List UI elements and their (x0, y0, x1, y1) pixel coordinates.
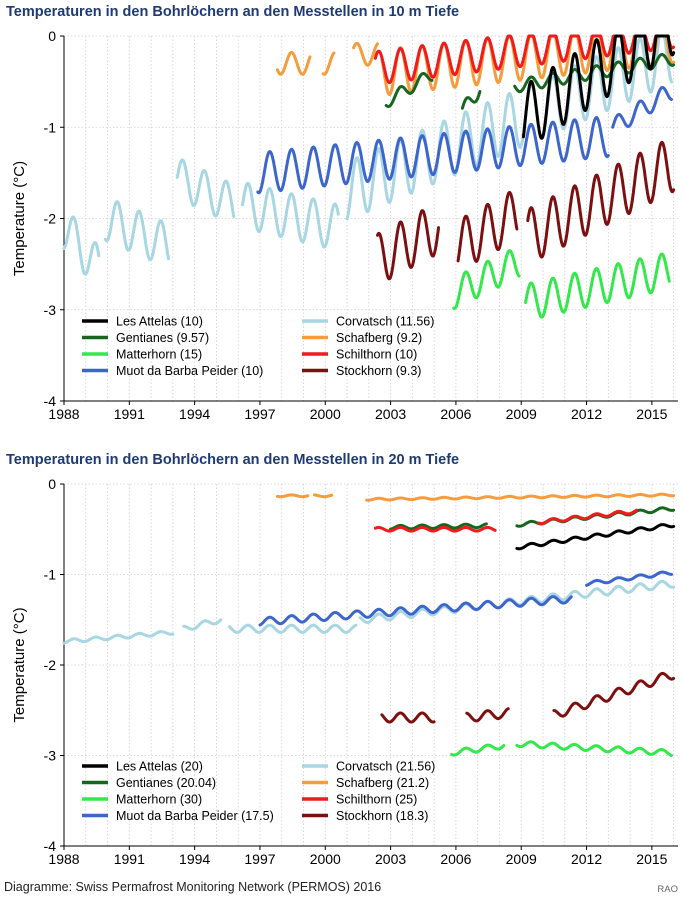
legend-label: Matterhorn (15) (116, 348, 202, 362)
series-line (312, 493, 334, 499)
series-line (373, 34, 676, 85)
series-line (552, 671, 676, 718)
series-line (275, 50, 312, 76)
x-tick-label: 1988 (48, 406, 79, 422)
series-line (585, 570, 673, 587)
series-line (365, 492, 676, 502)
x-tick-label: 1994 (179, 406, 210, 422)
y-axis-label: Temperature (°C) (11, 607, 28, 722)
series-line (611, 86, 673, 129)
x-tick-label: 2006 (440, 851, 471, 867)
series-line (460, 90, 482, 110)
series-line (526, 140, 676, 259)
series-line (62, 215, 101, 276)
series-line (373, 525, 497, 533)
legend-label: Gentianes (9.57) (116, 331, 209, 345)
y-tick-label: -3 (44, 302, 57, 318)
series-line (456, 191, 519, 263)
series-line (521, 34, 676, 140)
legend-label: Gentianes (20.04) (116, 776, 216, 790)
series-line (175, 158, 236, 219)
series-line (452, 249, 521, 310)
x-tick-label: 2000 (310, 406, 341, 422)
series-line (321, 51, 336, 76)
series-line (241, 181, 340, 249)
legend-label: Matterhorn (30) (116, 793, 202, 807)
series-line (275, 493, 310, 499)
legend-label: Les Attelas (10) (116, 315, 203, 329)
x-tick-label: 1994 (179, 851, 210, 867)
series-line (537, 508, 639, 525)
series-line (103, 200, 170, 262)
series-line (62, 630, 175, 645)
x-tick-label: 2009 (506, 406, 537, 422)
series-line (465, 707, 510, 723)
y-tick-label: -2 (44, 211, 57, 227)
legend-label: Schilthorn (25) (336, 793, 417, 807)
x-tick-label: 2000 (310, 851, 341, 867)
series-line (389, 522, 488, 531)
x-tick-label: 1991 (114, 406, 145, 422)
y-tick-label: 0 (48, 476, 56, 492)
x-tick-label: 2006 (440, 406, 471, 422)
footer-credit: Diagramme: Swiss Permafrost Monitoring N… (4, 880, 382, 894)
series-line (352, 41, 379, 67)
x-tick-label: 2009 (506, 851, 537, 867)
legend-label: Les Attelas (20) (116, 760, 203, 774)
series-line (376, 209, 440, 281)
legend-label: Corvatsch (11.56) (336, 315, 434, 329)
x-tick-label: 2012 (571, 406, 602, 422)
x-tick-label: 2003 (375, 406, 406, 422)
y-tick-label: -1 (44, 119, 57, 135)
y-tick-label: -2 (44, 657, 57, 673)
chart-title-20m: Temperaturen in den Bohrlöchern an den M… (6, 452, 460, 468)
x-tick-label: 2015 (636, 851, 667, 867)
legend-label: Schilthorn (10) (336, 348, 417, 362)
series-line (258, 595, 573, 627)
legend-label: Schafberg (9.2) (336, 331, 422, 345)
series-line (515, 523, 676, 551)
y-tick-label: -3 (44, 748, 57, 764)
series-line (513, 53, 676, 94)
series-line (450, 743, 506, 757)
y-tick-label: -4 (44, 393, 57, 409)
series-line (358, 579, 676, 624)
x-tick-label: 1988 (48, 851, 79, 867)
x-tick-label: 1997 (244, 851, 275, 867)
series-line (256, 116, 610, 195)
series-line (380, 711, 436, 724)
series-line (384, 72, 434, 108)
x-tick-label: 2012 (571, 851, 602, 867)
chart-title-10m: Temperaturen in den Bohrlöchern an den M… (6, 4, 460, 20)
x-tick-label: 1991 (114, 851, 145, 867)
y-axis-label: Temperature (°C) (11, 161, 28, 276)
y-tick-label: -1 (44, 567, 57, 583)
y-tick-label: 0 (48, 28, 56, 44)
series-line (515, 740, 673, 757)
x-tick-label: 2003 (375, 851, 406, 867)
x-tick-label: 1997 (244, 406, 275, 422)
y-tick-label: -4 (44, 838, 57, 854)
x-tick-label: 2015 (636, 406, 667, 422)
legend-label: Stockhorn (9.3) (336, 364, 421, 378)
legend-label: Muot da Barba Peider (10) (116, 364, 263, 378)
footer-initials: RAO (657, 884, 678, 895)
legend-label: Muot da Barba Peider (17.5) (116, 809, 274, 823)
series-line (524, 252, 671, 319)
legend-label: Stockhorn (18.3) (336, 809, 428, 823)
legend-label: Corvatsch (21.56) (336, 760, 435, 774)
legend-label: Schafberg (21.2) (336, 776, 429, 790)
series-line (228, 623, 358, 634)
series-line (182, 618, 223, 631)
